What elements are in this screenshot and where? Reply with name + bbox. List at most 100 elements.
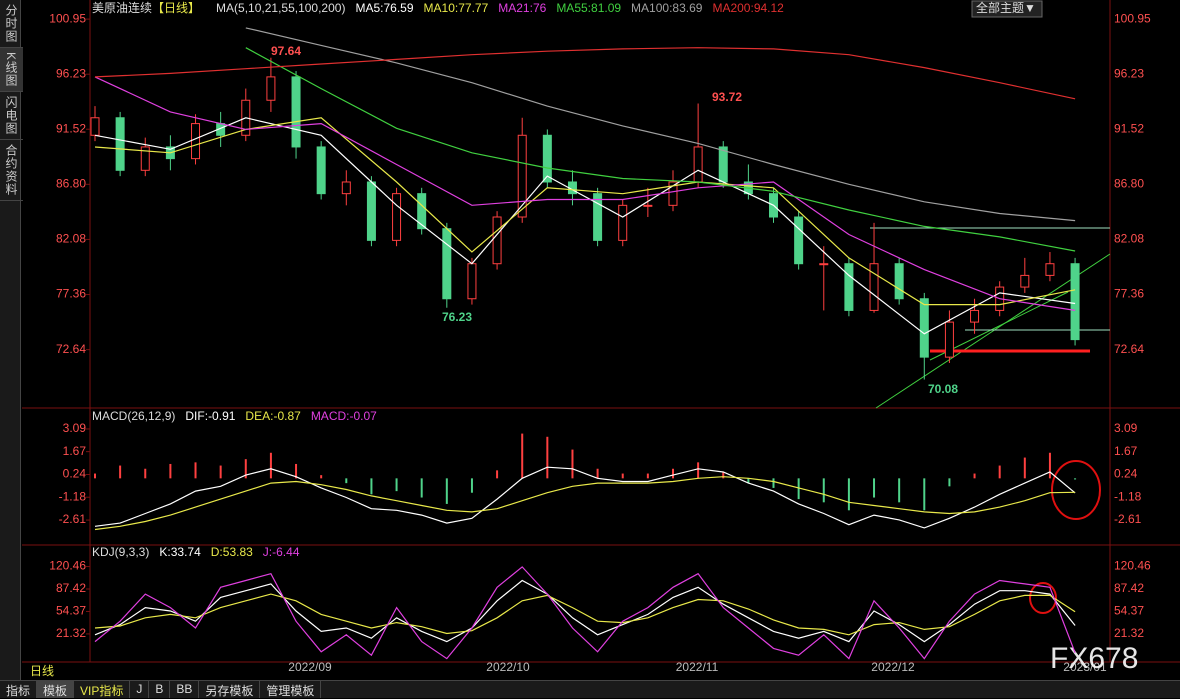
candle-body <box>291 76 301 148</box>
legend-separator: : <box>455 1 458 15</box>
candle-body <box>492 216 502 265</box>
side-tab[interactable]: K线图 <box>0 48 23 93</box>
legend-value: 76.59 <box>383 1 413 15</box>
x-label: 2022/12 <box>871 660 915 674</box>
chart: 全部主题▼ 日线 2022/09 2022/10 2022/11 2022/12… <box>22 0 1180 680</box>
legend-separator: : <box>346 409 349 423</box>
candle-body <box>140 146 150 171</box>
legend-name: J <box>263 545 269 559</box>
theme-button-label[interactable]: 全部主题▼ <box>976 0 1036 15</box>
pane-header: 美原油连续【日线】 MA(5,10,21,55,100,200) MA5:76.59… <box>92 0 784 15</box>
y-tick-label: 21.32 <box>56 626 86 640</box>
series-line <box>94 117 1076 335</box>
legend-separator: : <box>219 545 222 559</box>
y-tick-label: 54.37 <box>1114 604 1144 618</box>
legend-value: -0.87 <box>273 409 301 423</box>
series-line <box>94 466 1076 529</box>
low-annotation: 70.08 <box>928 382 958 396</box>
side-tab[interactable]: 合约资料 <box>0 140 23 202</box>
legend-entry: J:-6.44 <box>263 545 300 559</box>
y-tick-label: 77.36 <box>1114 287 1144 301</box>
legend-separator: : <box>269 545 272 559</box>
candle-body <box>944 321 954 358</box>
legend-separator: : <box>530 1 533 15</box>
y-tick-label: -2.61 <box>59 512 87 526</box>
candle-body <box>1070 263 1080 341</box>
candle-body <box>919 298 929 358</box>
legend-separator: : <box>205 409 208 423</box>
y-tick-label: 3.09 <box>63 421 87 435</box>
y-tick-label: 72.64 <box>56 342 86 356</box>
series-line <box>94 566 1076 660</box>
candle-body <box>869 263 879 311</box>
legend-entry: MA55:81.09 <box>556 1 621 15</box>
candle-body <box>593 193 603 241</box>
legend-value: -6.44 <box>272 545 300 559</box>
candle-body <box>542 134 552 183</box>
indicator-title: MA(5,10,21,55,100,200) <box>216 1 345 15</box>
legend-value: 76 <box>533 1 547 15</box>
tool-tab[interactable]: 另存模板 <box>199 681 261 698</box>
side-tab[interactable]: 闪电图 <box>0 92 23 141</box>
candle-body <box>643 204 653 207</box>
legend-entry: MA100:83.69 <box>631 1 703 15</box>
tool-tab[interactable]: B <box>149 681 171 698</box>
y-tick-label: 0.24 <box>1114 467 1138 481</box>
pane-header: KDJ(9,3,3) K:33.74 D:53.83 J:-6.44 <box>92 545 300 559</box>
y-tick-label: -2.61 <box>1114 512 1142 526</box>
y-tick-label: 3.09 <box>1114 421 1138 435</box>
x-label: 2022/09 <box>288 660 332 674</box>
y-tick-label: 77.36 <box>56 287 86 301</box>
series-line <box>94 593 1076 636</box>
indicator-title: MACD(26,12,9) <box>92 409 175 423</box>
legend-value: 33.74 <box>171 545 201 559</box>
tool-tab[interactable]: 模板 <box>37 681 75 698</box>
y-tick-label: 100.95 <box>1114 11 1151 25</box>
legend-name: MA10 <box>424 1 456 15</box>
legend-separator: : <box>167 545 170 559</box>
candle-body <box>517 134 527 218</box>
candle-body <box>894 263 904 300</box>
legend-value: 83.69 <box>672 1 702 15</box>
series-line <box>94 476 1076 531</box>
theme-button[interactable] <box>971 0 1043 18</box>
candle-body <box>115 117 125 171</box>
candle-body <box>90 117 100 136</box>
legend-name: DEA <box>245 409 270 423</box>
legend-separator: : <box>380 1 383 15</box>
legend-separator: : <box>750 1 753 15</box>
tool-tab[interactable]: VIP指标 <box>74 681 131 698</box>
y-tick-label: 87.42 <box>1114 581 1144 595</box>
y-tick-label: 1.67 <box>63 444 87 458</box>
candle-body <box>1045 263 1055 276</box>
legend-entry: MACD:-0.07 <box>311 409 377 423</box>
legend-entry: D:53.83 <box>211 545 253 559</box>
background <box>22 0 1180 680</box>
candle-body <box>392 193 402 241</box>
tool-tab[interactable]: BB <box>170 681 200 698</box>
legend-entry: DEA:-0.87 <box>245 409 301 423</box>
series-line <box>94 47 1076 100</box>
highlight-circle <box>1029 582 1057 614</box>
legend-value: 77.77 <box>458 1 488 15</box>
candle-body <box>618 204 628 241</box>
candle-body <box>316 146 326 195</box>
side-tab[interactable]: 分时图 <box>0 0 23 48</box>
x-label: 2022/11 <box>676 660 719 674</box>
candle-body <box>191 123 201 160</box>
period: 【日线】 <box>152 1 200 15</box>
x-label: 2023/01 <box>1063 660 1107 674</box>
tool-tab[interactable]: 管理模板 <box>260 681 322 698</box>
y-tick-label: 0.24 <box>63 467 87 481</box>
legend-value: 81.09 <box>591 1 621 15</box>
y-tick-label: 87.42 <box>56 581 86 595</box>
candle-body <box>1020 274 1030 288</box>
candle-body <box>970 309 980 323</box>
y-tick-label: 120.46 <box>1114 559 1151 573</box>
legend-entry: MA10:77.77 <box>424 1 489 15</box>
candle-body <box>417 193 427 230</box>
tool-tab[interactable]: J <box>130 681 150 698</box>
legend-name: MA200 <box>712 1 750 15</box>
tool-tab[interactable]: 指标 <box>0 681 38 698</box>
y-tick-label: 54.37 <box>56 604 86 618</box>
